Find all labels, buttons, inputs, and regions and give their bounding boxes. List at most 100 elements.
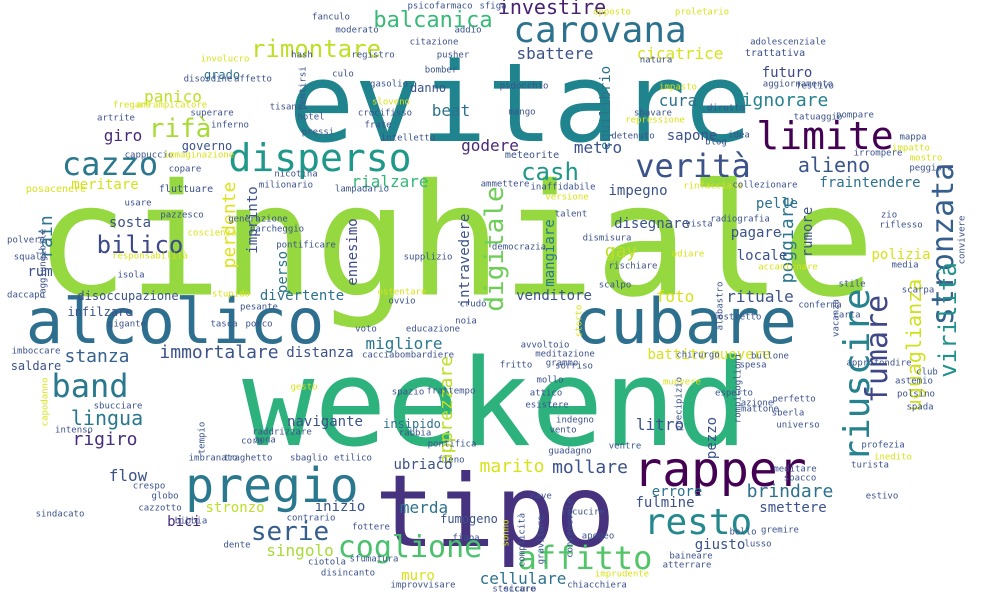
cloud-word: imbranato xyxy=(188,453,238,464)
cloud-word: estivo xyxy=(865,491,899,502)
cloud-word: arrampicatore xyxy=(136,100,208,111)
cloud-word: proletario xyxy=(674,7,730,18)
cloud-word: registro xyxy=(351,50,395,61)
cloud-word: improvvisare xyxy=(390,580,456,591)
cloud-word: psicofarmaco xyxy=(407,1,473,12)
cloud-word: baineare xyxy=(669,551,713,562)
cloud-word: complicità xyxy=(517,512,528,568)
cloud-word: attico xyxy=(529,388,563,399)
cloud-word: limite xyxy=(756,114,894,158)
cloud-word: inferno xyxy=(211,120,249,131)
cloud-word: dirotto xyxy=(707,103,745,114)
cloud-word: insipido xyxy=(383,417,441,431)
cloud-word: odiare xyxy=(671,249,705,260)
cloud-word: fanculo xyxy=(312,12,350,23)
cloud-word: sosta xyxy=(108,215,152,231)
cloud-word: irrompere xyxy=(853,148,903,159)
cloud-word: zona xyxy=(254,435,276,446)
cloud-word: metro xyxy=(573,138,623,157)
cloud-word: sbaglio xyxy=(290,453,328,464)
cloud-word: rabbia xyxy=(398,428,432,439)
cloud-word: porco xyxy=(245,319,273,330)
cloud-word: sapone xyxy=(666,128,718,144)
cloud-word: fulmine xyxy=(635,495,695,511)
cloud-word: riflesso xyxy=(879,220,923,231)
cloud-word: hotel xyxy=(297,112,325,123)
cloud-word: posacenere xyxy=(25,184,87,195)
cloud-word: cazzo xyxy=(61,145,159,183)
cloud-word: godere xyxy=(461,136,519,155)
cloud-word: perfetto xyxy=(772,394,816,405)
cloud-word: scalpo xyxy=(598,280,632,291)
cloud-word: club xyxy=(916,367,938,378)
cloud-word: usare xyxy=(124,198,152,209)
cloud-word: cicatrice xyxy=(636,44,724,63)
cloud-word: pregio xyxy=(185,458,359,514)
cloud-word: lampadario xyxy=(334,184,390,195)
cloud-word: tasca xyxy=(210,319,238,330)
cloud-word: coglione xyxy=(337,530,483,565)
cloud-word: approfondire xyxy=(846,358,912,369)
cloud-word: immaginazione xyxy=(163,150,235,161)
cloud-word: dismisura xyxy=(582,233,632,244)
cloud-word: sbattere xyxy=(516,44,594,63)
cloud-word: idea xyxy=(728,130,750,141)
cloud-word: pelle xyxy=(755,196,799,212)
cloud-word: immortalare xyxy=(159,342,279,363)
cloud-word: bomber xyxy=(424,65,458,76)
cloud-word: zio xyxy=(880,210,898,221)
cloud-word: pezzo xyxy=(704,416,720,460)
cloud-word: carovana xyxy=(513,10,687,51)
cloud-word: rituale xyxy=(726,287,794,306)
cloud-word: traghetto xyxy=(223,453,273,464)
cloud-word: educazione xyxy=(405,324,461,335)
cloud-word: resto xyxy=(643,502,753,543)
cloud-word: sindacato xyxy=(35,509,85,520)
cloud-word: venditore xyxy=(516,288,592,304)
cloud-word: balcanica xyxy=(373,8,493,33)
cloud-word: serie xyxy=(250,517,330,547)
cloud-word: affitto xyxy=(517,539,653,577)
cloud-word: vento xyxy=(549,425,577,436)
cloud-word: cellulare xyxy=(479,569,567,588)
cloud-word: polsino xyxy=(897,389,935,400)
cloud-word: verità xyxy=(635,147,751,185)
cloud-word: mollo xyxy=(536,375,564,386)
cloud-word: cash xyxy=(521,158,579,186)
cloud-word: mango xyxy=(508,107,536,118)
cloud-word: ricucire xyxy=(561,507,605,518)
cloud-word: ciotola xyxy=(308,557,346,568)
cloud-word: esperto xyxy=(715,388,753,399)
cloud-word: saldare xyxy=(10,359,62,373)
cloud-word: gasolio xyxy=(370,79,408,90)
cloud-word: pazzesco xyxy=(160,210,204,221)
cloud-word: disperso xyxy=(228,136,412,180)
cloud-word: band xyxy=(51,367,129,405)
cloud-word: cura xyxy=(658,91,698,110)
cloud-word: etilico xyxy=(334,453,372,464)
cloud-word: sloveno xyxy=(372,97,410,108)
cloud-word: vista xyxy=(685,219,713,230)
cloud-word: trattativa xyxy=(744,48,806,59)
cloud-word: pagare xyxy=(730,225,782,241)
cloud-word: sicuro xyxy=(503,584,537,595)
cloud-word: media xyxy=(891,260,919,271)
cloud-word: danno xyxy=(409,81,447,95)
cloud-word: sfumatura xyxy=(349,554,399,565)
cloud-word: sonno xyxy=(501,519,512,547)
cloud-word: chirurgo xyxy=(676,350,720,361)
cloud-word: inaffidabile xyxy=(530,182,596,193)
cloud-word: responsabilità xyxy=(112,251,188,262)
cloud-word: artrite xyxy=(97,113,135,124)
cloud-word: muovere xyxy=(711,347,771,363)
cloud-word: adolescenziale xyxy=(750,37,826,48)
cloud-word: impasto xyxy=(659,82,697,93)
cloud-word: capodanno xyxy=(40,377,51,427)
cloud-word: governo xyxy=(181,139,233,153)
cloud-word: avvoltoio xyxy=(520,340,570,351)
cloud-word: disordine xyxy=(183,74,233,85)
cloud-word: affetto xyxy=(234,74,272,85)
cloud-word: intravedere xyxy=(457,213,473,307)
cloud-word: perdente xyxy=(219,181,240,269)
cloud-word: mangiare xyxy=(542,219,558,287)
